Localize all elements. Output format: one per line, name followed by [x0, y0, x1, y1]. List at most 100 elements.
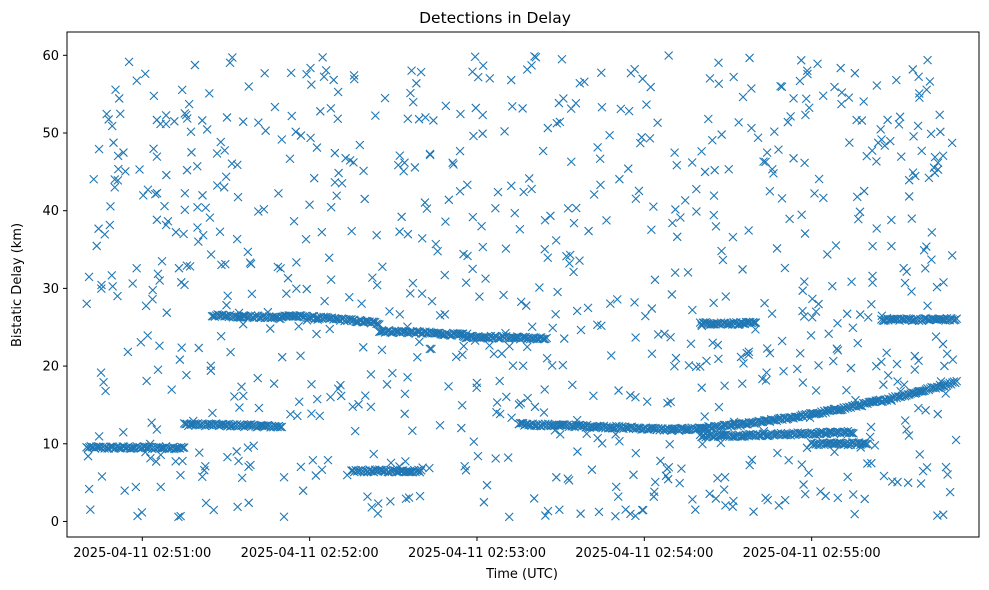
data-point	[315, 411, 325, 421]
data-point	[395, 309, 405, 319]
data-point	[287, 111, 297, 121]
data-point	[424, 463, 434, 473]
data-point	[84, 272, 94, 282]
data-point	[175, 355, 185, 365]
data-point	[921, 242, 931, 251]
data-point	[124, 57, 134, 67]
data-point	[863, 459, 872, 468]
data-point	[244, 498, 254, 508]
data-point	[160, 201, 169, 211]
data-point	[907, 388, 917, 398]
data-point	[931, 332, 941, 342]
data-point	[155, 341, 164, 351]
data-point	[344, 292, 354, 302]
data-point	[761, 493, 770, 503]
data-point	[508, 361, 518, 371]
data-point	[534, 283, 544, 292]
data-point	[551, 472, 561, 482]
data-point	[899, 263, 909, 273]
data-point	[649, 202, 658, 211]
data-point	[831, 241, 841, 250]
data-point	[624, 106, 634, 116]
data-point	[214, 310, 224, 320]
data-point	[407, 426, 417, 436]
data-point	[907, 214, 917, 223]
data-point	[451, 352, 461, 362]
data-point	[493, 187, 503, 197]
data-point	[750, 419, 759, 428]
data-point	[566, 104, 576, 113]
data-point	[796, 429, 805, 438]
data-point	[952, 314, 962, 324]
data-point	[485, 341, 494, 350]
data-point	[816, 487, 825, 496]
data-point	[551, 235, 561, 245]
data-point	[719, 430, 729, 440]
data-point	[830, 447, 839, 457]
data-point	[113, 164, 123, 174]
axes-frame	[66, 31, 980, 538]
data-point	[285, 154, 295, 164]
data-point	[478, 129, 488, 139]
y-tick-label: 30	[42, 282, 59, 297]
data-point	[804, 103, 814, 113]
data-point	[277, 352, 287, 362]
data-point	[548, 323, 558, 333]
data-point	[111, 85, 120, 95]
data-point	[596, 180, 605, 190]
data-point	[152, 152, 162, 162]
data-point	[842, 309, 852, 319]
data-point	[742, 348, 752, 358]
data-point	[185, 262, 195, 271]
data-point	[697, 147, 706, 156]
data-point	[135, 165, 144, 174]
data-point	[779, 366, 788, 376]
data-point	[512, 332, 522, 341]
data-point	[814, 174, 824, 184]
data-point	[522, 65, 532, 74]
data-point	[572, 415, 582, 425]
data-point	[883, 371, 893, 380]
data-point	[197, 116, 207, 125]
data-point	[92, 241, 102, 251]
data-point	[861, 439, 871, 449]
data-point	[221, 172, 231, 182]
data-point	[683, 267, 693, 277]
data-point	[527, 322, 537, 332]
data-point	[132, 263, 142, 273]
data-point	[611, 511, 620, 521]
data-point	[128, 279, 138, 288]
data-point	[373, 509, 383, 518]
data-point	[698, 439, 707, 449]
data-point	[187, 147, 196, 157]
data-point	[177, 85, 187, 95]
data-point	[145, 439, 155, 449]
data-point	[405, 289, 415, 298]
data-point	[552, 118, 562, 128]
data-point	[893, 377, 902, 386]
data-point	[631, 511, 640, 521]
data-point	[799, 311, 809, 321]
data-point	[865, 432, 875, 442]
data-point	[320, 296, 330, 306]
data-point	[573, 447, 582, 456]
data-point	[180, 188, 190, 198]
data-point	[853, 214, 863, 224]
data-point	[137, 507, 147, 517]
data-point	[723, 320, 733, 329]
data-point	[669, 424, 678, 434]
data-point	[818, 193, 828, 203]
data-point	[330, 177, 340, 187]
data-point	[856, 443, 866, 452]
data-point	[584, 226, 593, 236]
data-point	[427, 344, 436, 354]
data-point	[204, 88, 214, 98]
data-point	[939, 277, 948, 287]
data-point	[286, 409, 295, 419]
y-tick-label: 10	[42, 437, 59, 452]
data-point	[935, 127, 945, 137]
data-point	[546, 211, 555, 221]
data-point	[765, 348, 775, 358]
data-point	[729, 72, 739, 82]
data-point	[774, 145, 783, 155]
